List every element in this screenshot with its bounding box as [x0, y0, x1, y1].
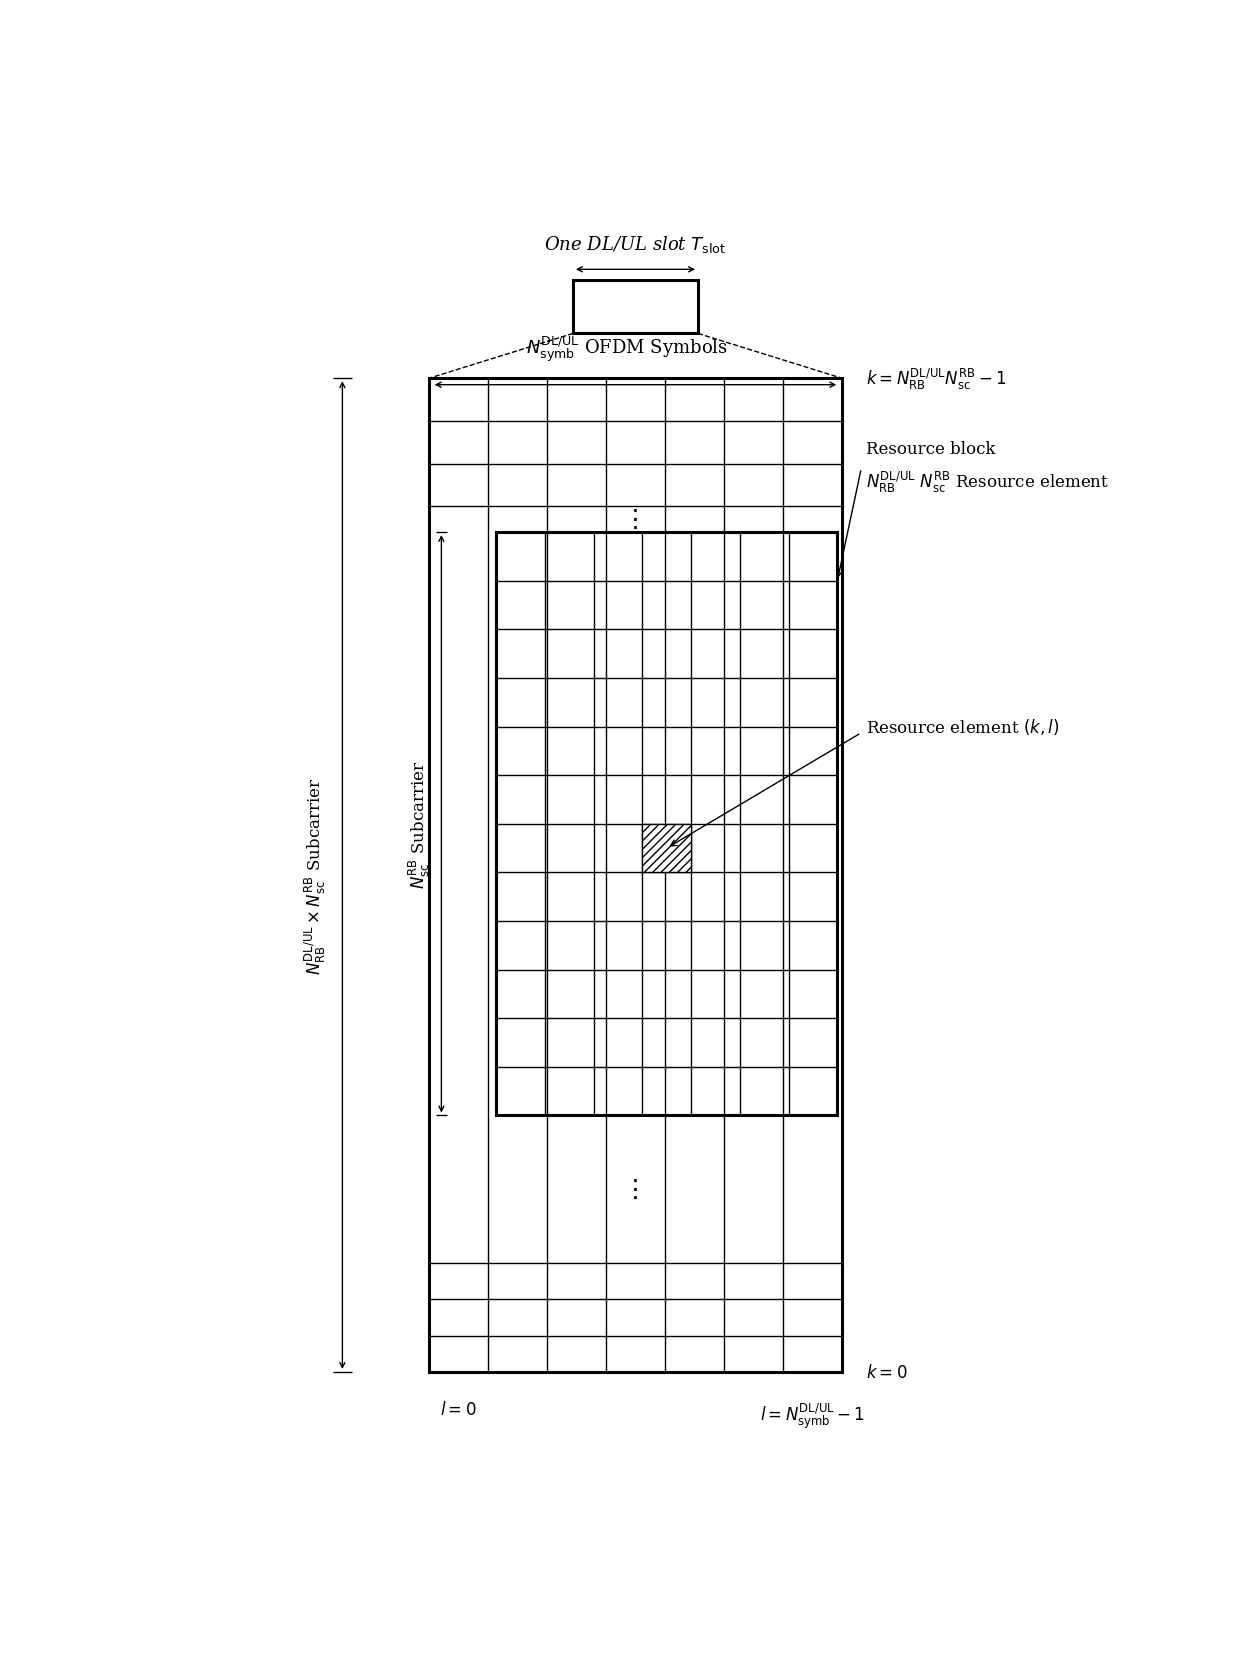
- Text: ⋮: ⋮: [622, 508, 649, 532]
- Bar: [642, 824, 691, 874]
- Text: $k = N_{\mathsf{RB}}^{\mathsf{DL/UL}} N_{\mathsf{sc}}^{\mathsf{RB}} - 1$: $k = N_{\mathsf{RB}}^{\mathsf{DL/UL}} N_…: [866, 366, 1007, 393]
- Bar: [496, 532, 837, 1117]
- Text: $k = 0$: $k = 0$: [866, 1363, 908, 1381]
- Text: $N_{\mathsf{RB}}^{\mathsf{DL/UL}} \times N_{\mathsf{sc}}^{\mathsf{RB}}$ Subcarri: $N_{\mathsf{RB}}^{\mathsf{DL/UL}} \times…: [303, 777, 327, 973]
- Text: $N_{\mathsf{symb}}^{\mathsf{DL/UL}}$ OFDM Symbols: $N_{\mathsf{symb}}^{\mathsf{DL/UL}}$ OFD…: [526, 334, 728, 364]
- Text: $l = 0$: $l = 0$: [440, 1399, 476, 1418]
- Text: $N_{\mathsf{RB}}^{\mathsf{DL/UL}}$ $N_{\mathsf{sc}}^{\mathsf{RB}}$ Resource elem: $N_{\mathsf{RB}}^{\mathsf{DL/UL}}$ $N_{\…: [866, 469, 1110, 494]
- Text: Resource block: Resource block: [866, 441, 996, 458]
- Text: Resource element $(k, l)$: Resource element $(k, l)$: [866, 717, 1060, 737]
- Text: ⋮: ⋮: [622, 1178, 649, 1201]
- Text: One DL/UL slot $T_{\mathsf{slot}}$: One DL/UL slot $T_{\mathsf{slot}}$: [544, 233, 727, 255]
- Bar: [429, 379, 842, 1373]
- Bar: [573, 281, 698, 334]
- Text: $l = N_{\mathsf{symb}}^{\mathsf{DL/UL}} - 1$: $l = N_{\mathsf{symb}}^{\mathsf{DL/UL}} …: [760, 1399, 866, 1429]
- Text: $N_{\mathsf{sc}}^{\mathsf{RB}}$ Subcarrier: $N_{\mathsf{sc}}^{\mathsf{RB}}$ Subcarri…: [407, 760, 432, 889]
